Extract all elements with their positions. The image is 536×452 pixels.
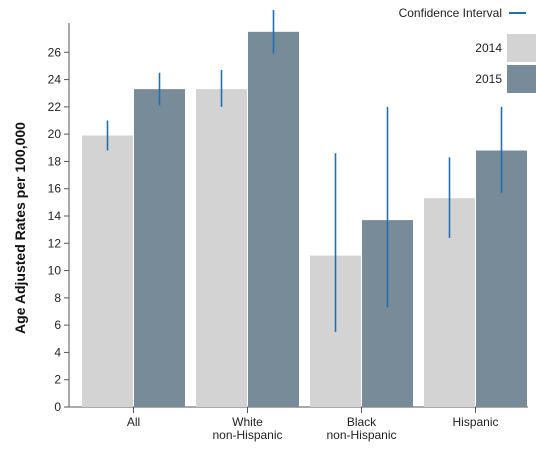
y-tick-label: 20	[48, 127, 62, 141]
bar-2015-1	[248, 31, 299, 407]
x-tick-label: All	[127, 415, 140, 429]
bar-2015-0	[134, 89, 185, 407]
x-tick-label: Black	[347, 415, 377, 429]
legend-2014-swatch	[507, 34, 536, 62]
y-tick-label: 0	[54, 400, 61, 414]
x-tick-label: non-Hispanic	[326, 428, 396, 442]
y-tick-label: 16	[48, 182, 62, 196]
y-tick-label: 2	[54, 373, 61, 387]
y-tick-label: 4	[54, 345, 61, 359]
x-tick-label: non-Hispanic	[212, 428, 282, 442]
bar-2014-0	[82, 135, 133, 407]
legend-2015-swatch	[507, 65, 536, 93]
x-axis: All Whitenon-HispanicBlacknon-HispanicHis…	[69, 406, 528, 442]
legend-2015-label: 2015	[475, 72, 502, 86]
x-tick-label: Hispanic	[452, 415, 498, 429]
y-tick-label: 10	[48, 264, 62, 278]
x-tick-label: White	[232, 415, 263, 429]
y-tick-label: 26	[48, 45, 62, 59]
y-tick-label: 24	[48, 73, 62, 87]
y-tick-label: 12	[48, 236, 62, 250]
confidence-intervals	[106, 9, 503, 332]
y-axis-title: Age Adjusted Rates per 100,000	[12, 122, 28, 334]
legend-ci-label: Confidence Interval	[399, 6, 502, 20]
bar-2015-3	[476, 150, 527, 407]
legend-2014-label: 2014	[475, 41, 502, 55]
y-tick-label: 22	[48, 100, 62, 114]
legend: Confidence Interval 2014 2015	[399, 6, 536, 93]
bar-2014-1	[196, 89, 247, 407]
bars	[82, 31, 527, 407]
y-tick-label: 14	[48, 209, 62, 223]
y-tick-label: 8	[54, 291, 61, 305]
y-tick-label: 18	[48, 154, 62, 168]
y-tick-label: 6	[54, 318, 61, 332]
